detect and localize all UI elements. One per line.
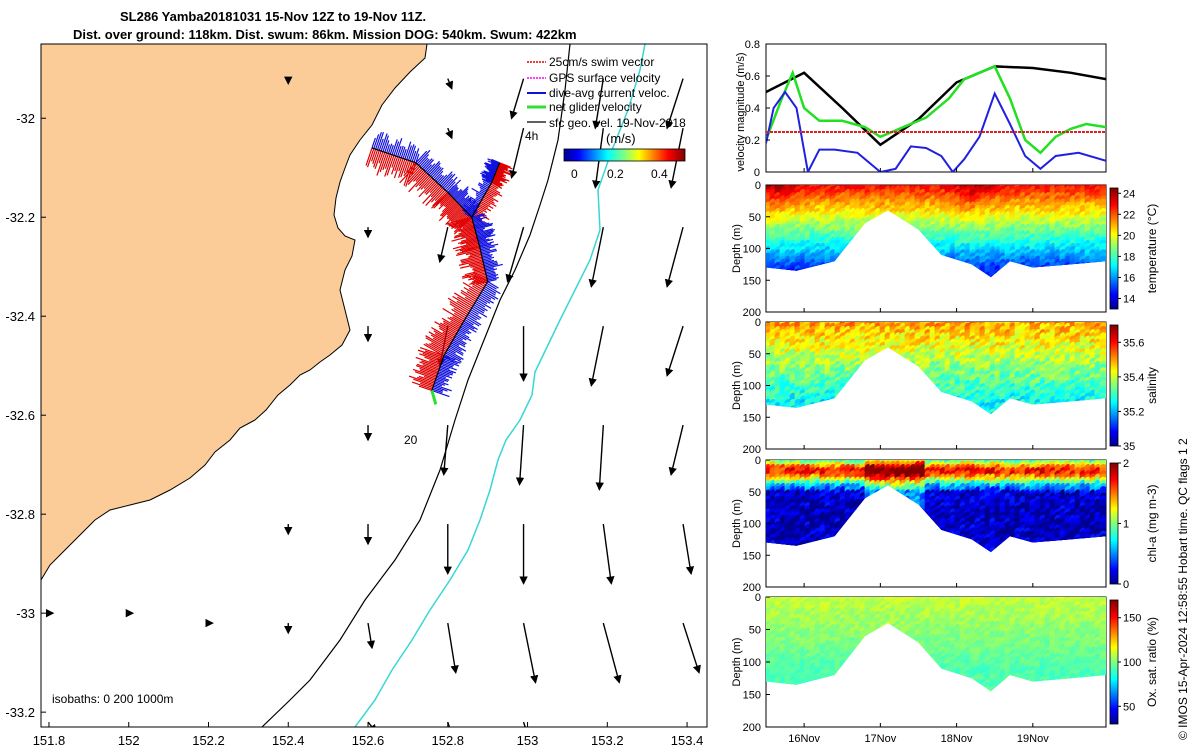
dive-avg-vector <box>398 145 404 158</box>
coastline-land <box>41 44 428 581</box>
geostrophic-vector <box>447 622 459 674</box>
swim-vector <box>449 303 469 316</box>
geostrophic-vector <box>682 523 695 575</box>
legend-entry-net: net glider velocity <box>549 100 642 114</box>
isobath-label: isobaths: 0 200 1000m <box>52 692 173 706</box>
geostrophic-vector <box>668 424 684 476</box>
map-colorbar-tick-0: 0 <box>571 167 578 181</box>
map-xtick-label: 151.8 <box>33 733 66 748</box>
map-ytick-label: -32.2 <box>5 210 35 225</box>
map-ytick-label: -32.8 <box>5 507 35 522</box>
geostrophic-vector <box>445 78 454 90</box>
geostrophic-vector <box>440 425 449 476</box>
map-colorbar: (m/s) 0 0.2 0.4 <box>563 131 686 181</box>
map-colorbar-bar <box>563 148 686 162</box>
map-ytick-label: -33 <box>16 606 35 621</box>
legend-entry-dive: dive-avg current veloc. <box>549 86 670 100</box>
map-xtick-label: 153 <box>517 733 539 748</box>
swim-vector <box>378 151 384 164</box>
map-xtick-label: 153.4 <box>671 733 704 748</box>
geostrophic-vector <box>682 622 701 674</box>
map-ytick-label: -32.4 <box>5 309 35 324</box>
map-xtick-label: 153.2 <box>591 733 624 748</box>
map-ytick-label: -32.6 <box>5 408 35 423</box>
geostrophic-vector <box>664 226 684 288</box>
map-colorbar-tick-1: 0.2 <box>607 167 624 181</box>
net-velocity-vector <box>430 390 438 405</box>
geostrophic-vector <box>366 622 376 650</box>
geostrophic-vector <box>602 622 622 684</box>
geostrophic-vector <box>445 127 454 140</box>
map-legend: 25cm/s swim vector GPS surface velocity … <box>527 55 686 130</box>
geostrophic-vector <box>515 425 525 486</box>
map-ytick-label: -32 <box>16 111 35 126</box>
map-colorbar-title: (m/s) <box>606 131 636 146</box>
swim-vector <box>451 308 467 319</box>
map-colorbar-tick-2: 0.4 <box>651 167 668 181</box>
map-xtick-label: 152.4 <box>272 733 305 748</box>
map-xtick-label: 152.8 <box>432 733 465 748</box>
map-annotation-20: 20 <box>404 433 418 447</box>
glider-track-group <box>365 131 513 405</box>
map-xtick-label: 152.2 <box>192 733 225 748</box>
legend-entry-geo: sfc geo. vel. 19-Nov-2018 <box>549 116 686 130</box>
geostrophic-vector <box>595 425 605 491</box>
dive-avg-vector <box>378 138 384 151</box>
geostrophic-vector <box>588 325 604 387</box>
geostrophic-vector <box>522 622 539 684</box>
legend-entry-gps: GPS surface velocity <box>549 71 660 85</box>
swim-vector <box>391 155 397 168</box>
map-xtick-label: 152 <box>118 733 140 748</box>
geostrophic-vector <box>509 127 525 179</box>
map-xtick-label: 152.6 <box>352 733 385 748</box>
geostrophic-vector <box>437 226 449 264</box>
geostrophic-vector <box>509 78 525 120</box>
map-annotation-4h: 4h <box>525 129 538 143</box>
map-ytick-label: -33.2 <box>5 705 35 720</box>
geostrophic-vector <box>602 523 615 585</box>
geostrophic-vector <box>665 325 684 377</box>
legend-entry-swim: 25cm/s swim vector <box>549 55 654 69</box>
